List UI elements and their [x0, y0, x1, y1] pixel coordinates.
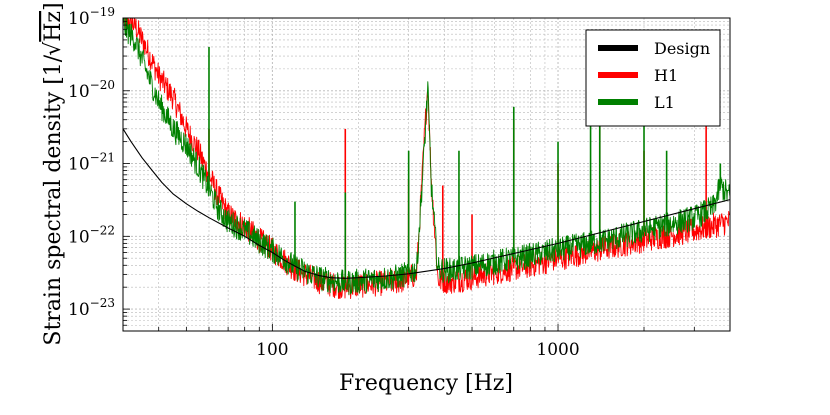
y-axis-title-close: ] — [41, 2, 66, 11]
legend: Design H1 L1 — [585, 29, 721, 127]
series-line-l1 — [122, 17, 731, 295]
y-tick-label: 10−21 — [68, 151, 115, 175]
legend-label-design: Design — [654, 39, 710, 58]
svg-text:Strain spectral density [1/√Hz: Strain spectral density [1/√Hz] — [41, 2, 66, 345]
series-line-design — [122, 128, 731, 279]
x-tick-label: 1000 — [536, 340, 579, 360]
y-tick-label: 10−23 — [68, 296, 115, 320]
legend-label-h1: H1 — [654, 66, 678, 85]
sqrt-sign: √ — [41, 41, 66, 56]
legend-label-l1: L1 — [654, 93, 675, 112]
axis-ticks: 100 1000 10−23 10−22 10−21 10−20 10−19 — [68, 5, 731, 360]
y-axis-title-main: Strain spectral density [1/ — [41, 54, 66, 345]
y-axis-title-unit: Hz — [41, 11, 66, 42]
y-tick-label: 10−19 — [68, 5, 115, 29]
y-tick-label: 10−22 — [68, 223, 115, 247]
y-axis-title: Strain spectral density [1/√Hz] — [41, 2, 66, 345]
x-tick-label: 100 — [256, 340, 288, 360]
y-tick-label: 10−20 — [68, 78, 115, 102]
x-axis-title: Frequency [Hz] — [339, 371, 513, 396]
